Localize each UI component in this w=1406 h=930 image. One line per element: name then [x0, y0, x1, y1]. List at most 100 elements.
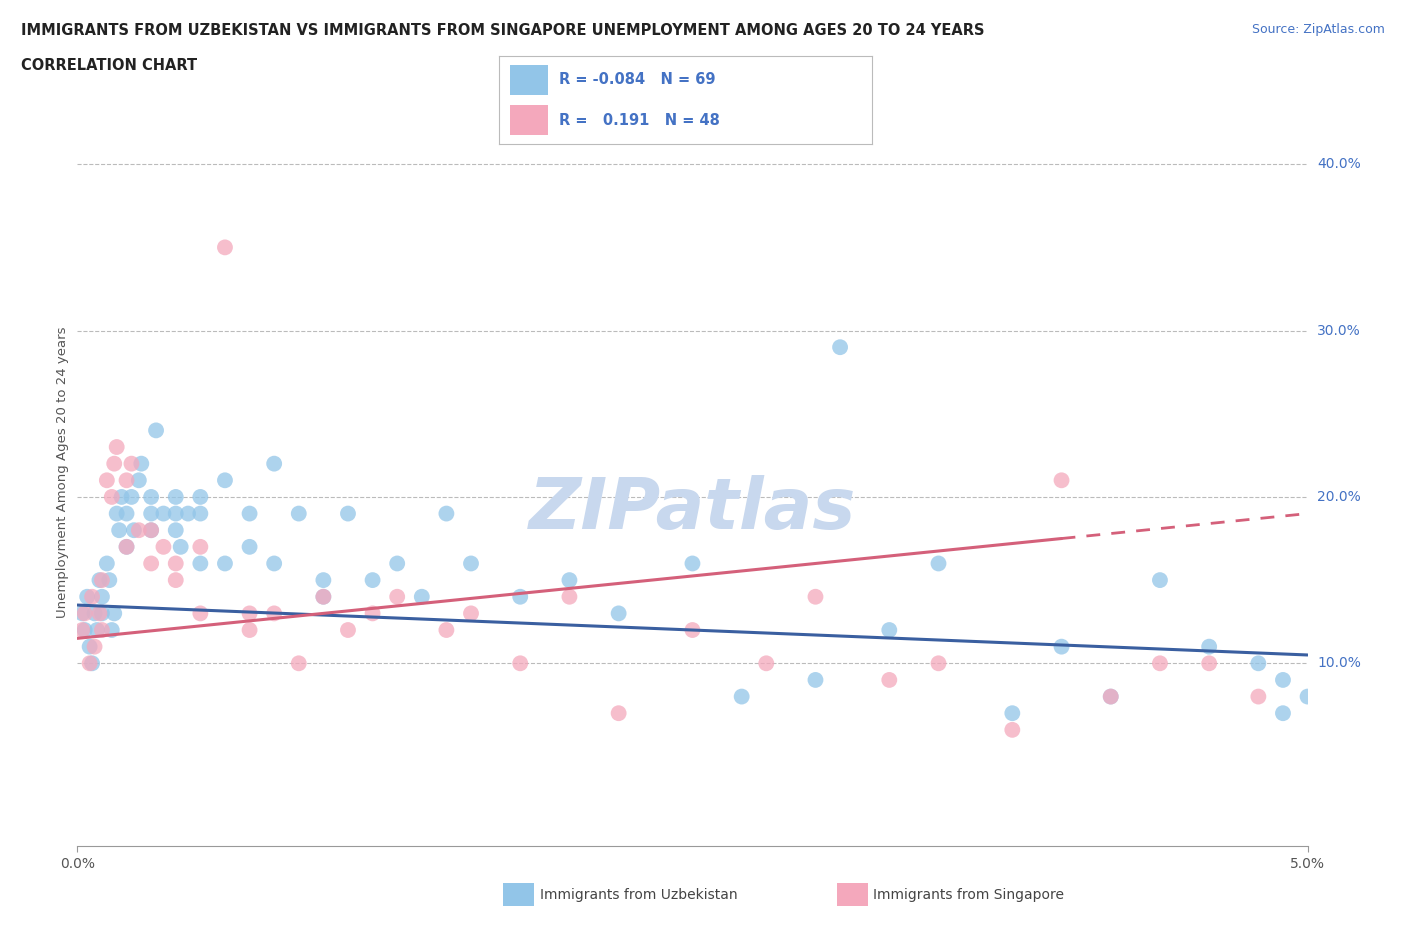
Point: [830, 339, 852, 354]
Point: [115, 506, 138, 521]
Point: [165, 489, 187, 504]
Point: [879, 622, 901, 637]
FancyBboxPatch shape: [510, 65, 547, 95]
Point: [1247, 689, 1270, 704]
Point: [101, 622, 124, 637]
Point: [1198, 656, 1220, 671]
Point: [214, 556, 236, 571]
Point: [361, 573, 384, 588]
Point: [165, 573, 187, 588]
Point: [385, 590, 409, 604]
Point: [89, 573, 111, 588]
Point: [165, 523, 187, 538]
Point: [108, 523, 131, 538]
Point: [411, 590, 433, 604]
Point: [115, 539, 138, 554]
Point: [682, 556, 704, 571]
Text: Immigrants from Uzbekistan: Immigrants from Uzbekistan: [540, 887, 738, 902]
Point: [928, 656, 950, 671]
Point: [263, 457, 285, 472]
Point: [1050, 639, 1073, 654]
Point: [288, 506, 311, 521]
Point: [460, 556, 482, 571]
Point: [312, 590, 335, 604]
Point: [1149, 656, 1171, 671]
Point: [152, 539, 174, 554]
Point: [121, 489, 143, 504]
Text: 30.0%: 30.0%: [1317, 324, 1361, 338]
Point: [804, 590, 827, 604]
Point: [90, 573, 114, 588]
Point: [731, 689, 754, 704]
Point: [1099, 689, 1122, 704]
Point: [141, 556, 163, 571]
Point: [101, 489, 124, 504]
Point: [1149, 573, 1171, 588]
Text: IMMIGRANTS FROM UZBEKISTAN VS IMMIGRANTS FROM SINGAPORE UNEMPLOYMENT AMONG AGES : IMMIGRANTS FROM UZBEKISTAN VS IMMIGRANTS…: [21, 23, 984, 38]
Point: [111, 489, 132, 504]
Point: [385, 556, 409, 571]
Point: [1050, 472, 1073, 487]
Point: [188, 539, 212, 554]
Text: Immigrants from Singapore: Immigrants from Singapore: [873, 887, 1064, 902]
Point: [682, 622, 704, 637]
Point: [83, 606, 105, 621]
Point: [128, 472, 150, 487]
Point: [73, 622, 96, 637]
Point: [188, 606, 212, 621]
Point: [165, 556, 187, 571]
Point: [103, 606, 125, 621]
Point: [1272, 706, 1295, 721]
Point: [337, 506, 360, 521]
Point: [288, 656, 311, 671]
Point: [76, 590, 98, 604]
Point: [1296, 689, 1319, 704]
Point: [1001, 723, 1024, 737]
Point: [165, 506, 187, 521]
Point: [96, 556, 118, 571]
Point: [1099, 689, 1122, 704]
Point: [509, 656, 531, 671]
Point: [90, 622, 114, 637]
Point: [169, 539, 191, 554]
Point: [115, 539, 138, 554]
Point: [239, 506, 262, 521]
Point: [115, 472, 138, 487]
Point: [141, 489, 163, 504]
Point: [361, 606, 384, 621]
Text: CORRELATION CHART: CORRELATION CHART: [21, 58, 197, 73]
Point: [73, 606, 96, 621]
Point: [82, 590, 104, 604]
Point: [879, 672, 901, 687]
Point: [86, 622, 108, 637]
Point: [607, 706, 630, 721]
Point: [103, 457, 125, 472]
Point: [105, 440, 128, 455]
Point: [129, 457, 153, 472]
Point: [188, 506, 212, 521]
Point: [263, 606, 285, 621]
Point: [558, 573, 581, 588]
Point: [70, 622, 93, 637]
Point: [928, 556, 950, 571]
Point: [121, 457, 143, 472]
Text: 20.0%: 20.0%: [1317, 490, 1361, 504]
Text: R =   0.191   N = 48: R = 0.191 N = 48: [558, 113, 720, 127]
Point: [1198, 639, 1220, 654]
Point: [128, 523, 150, 538]
Text: R = -0.084   N = 69: R = -0.084 N = 69: [558, 73, 716, 87]
Point: [79, 656, 101, 671]
Point: [239, 606, 262, 621]
Point: [239, 539, 262, 554]
Point: [607, 606, 630, 621]
Text: 40.0%: 40.0%: [1317, 157, 1361, 171]
Point: [312, 573, 335, 588]
Point: [509, 590, 531, 604]
Point: [79, 639, 101, 654]
Point: [214, 240, 236, 255]
Point: [122, 523, 145, 538]
Point: [141, 523, 163, 538]
Point: [460, 606, 482, 621]
Point: [96, 472, 118, 487]
Point: [177, 506, 200, 521]
